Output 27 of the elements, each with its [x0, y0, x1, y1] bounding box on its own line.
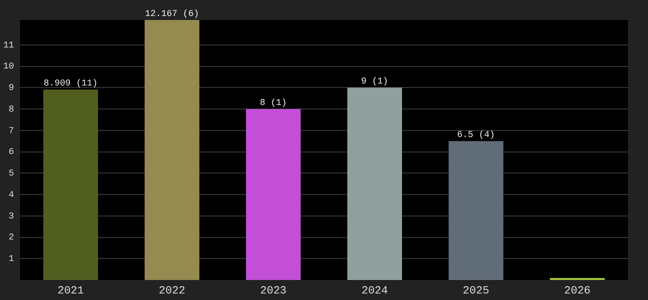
bar [448, 141, 504, 280]
data-label: 8 (1) [260, 98, 287, 108]
y-tick-label: 7 [8, 126, 14, 136]
bar [347, 88, 402, 280]
y-tick-label: 6 [8, 147, 14, 158]
y-tick-label: 8 [8, 104, 14, 114]
data-label: 12.167 (6) [144, 8, 200, 19]
y-tick-label: 4 [8, 190, 14, 200]
x-tick-label: 2026 [564, 286, 591, 298]
x-tick-label: 2021 [57, 286, 84, 298]
y-tick-label: 10 [3, 62, 14, 72]
x-tick-label: 2024 [361, 286, 388, 298]
y-tick-label: 11 [3, 40, 14, 50]
y-tick-label: 5 [8, 168, 14, 179]
data-label: 9 (1) [361, 76, 388, 87]
x-tick-label: 2025 [462, 286, 490, 298]
bar [43, 90, 98, 280]
y-tick-label: 2 [8, 232, 14, 243]
bar [246, 109, 301, 280]
y-tick-label: 9 [8, 83, 14, 94]
data-label: 8.909 (11) [44, 78, 98, 89]
data-label: 6.5 (4) [457, 130, 495, 140]
y-tick-label: 1 [8, 254, 14, 264]
x-tick-label: 2022 [158, 286, 186, 298]
x-tick-label: 2023 [260, 286, 287, 298]
y-tick-label: 3 [8, 211, 14, 222]
bar [144, 20, 200, 280]
